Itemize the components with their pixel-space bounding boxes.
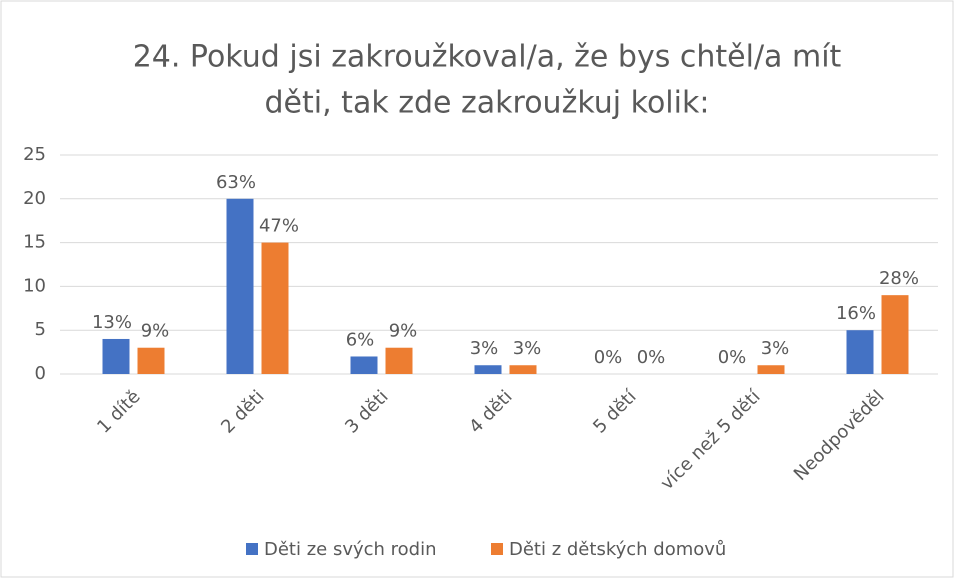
data-label: 0%	[718, 347, 747, 368]
bar	[137, 347, 165, 374]
legend-label: Děti ze svých rodin	[264, 539, 437, 560]
data-label: 28%	[879, 268, 919, 289]
y-tick-label: 10	[23, 275, 46, 296]
data-label: 0%	[637, 347, 666, 368]
y-tick-label: 15	[23, 232, 46, 253]
y-tick-label: 0	[35, 363, 46, 384]
data-label: 3%	[761, 338, 790, 359]
y-tick-label: 20	[23, 188, 46, 209]
data-label: 3%	[470, 338, 499, 359]
y-tick-label: 5	[35, 319, 46, 340]
data-label: 0%	[594, 347, 623, 368]
bar	[846, 330, 874, 374]
chart-title: 24. Pokud jsi zakroužkoval/a, že bys cht…	[133, 40, 842, 75]
chart-title: děti, tak zde zakroužkuj kolik:	[265, 86, 710, 121]
data-label: 63%	[216, 172, 256, 193]
bar	[261, 242, 289, 374]
bar	[757, 365, 785, 374]
data-label: 3%	[513, 338, 542, 359]
data-label: 13%	[92, 312, 132, 333]
bar	[102, 338, 130, 374]
data-label: 16%	[836, 303, 876, 324]
bar	[881, 295, 909, 374]
legend-swatch	[491, 543, 503, 555]
data-label: 6%	[346, 329, 375, 350]
y-tick-label: 25	[23, 144, 46, 165]
bar	[350, 356, 378, 374]
bar	[474, 365, 502, 374]
data-label: 9%	[389, 321, 418, 342]
data-label: 9%	[141, 321, 170, 342]
bar	[385, 347, 413, 374]
legend-swatch	[246, 543, 258, 555]
data-label: 47%	[259, 216, 299, 237]
legend-label: Děti z dětských domovů	[509, 539, 726, 560]
bar	[509, 365, 537, 374]
bar	[226, 198, 254, 374]
